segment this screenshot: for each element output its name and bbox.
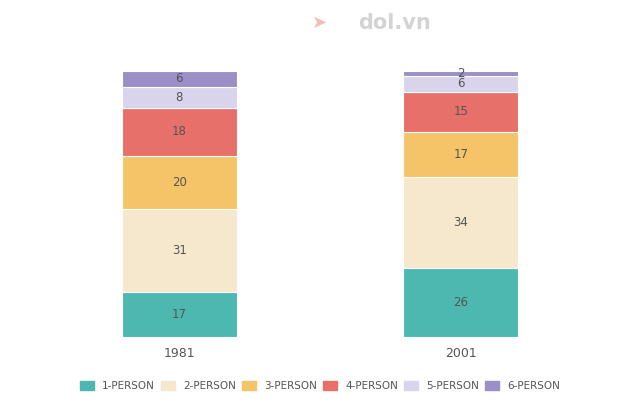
Text: 6: 6 (175, 72, 183, 85)
Text: 15: 15 (453, 105, 468, 118)
Bar (122, 71, 237, 87)
Bar (122, 209, 237, 292)
Text: 2: 2 (457, 67, 465, 80)
Bar (122, 87, 237, 108)
Bar (403, 76, 518, 92)
Text: dol.vn: dol.vn (358, 13, 431, 32)
Bar (403, 71, 518, 76)
Bar (403, 177, 518, 268)
Text: 31: 31 (172, 244, 187, 257)
Text: 6: 6 (457, 77, 465, 90)
Bar (122, 156, 237, 209)
Legend: 1-PERSON, 2-PERSON, 3-PERSON, 4-PERSON, 5-PERSON, 6-PERSON: 1-PERSON, 2-PERSON, 3-PERSON, 4-PERSON, … (76, 377, 564, 395)
Bar (122, 292, 237, 337)
Bar (403, 92, 518, 132)
Text: 26: 26 (453, 296, 468, 309)
Text: ➤: ➤ (312, 14, 328, 32)
Bar (403, 132, 518, 177)
Text: 17: 17 (453, 148, 468, 161)
Text: 34: 34 (453, 216, 468, 229)
Bar (122, 108, 237, 156)
Bar (403, 268, 518, 337)
Text: 18: 18 (172, 125, 187, 139)
Text: 20: 20 (172, 176, 187, 189)
Text: 8: 8 (175, 91, 183, 104)
Text: 17: 17 (172, 308, 187, 321)
